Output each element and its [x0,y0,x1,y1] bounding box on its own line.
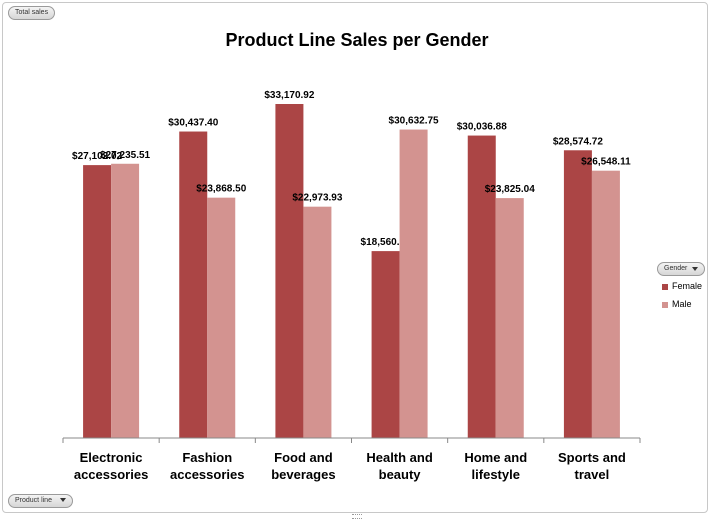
category-label-5: Sports and travel [544,449,640,483]
bar-female-4 [467,135,496,439]
category-label-line: accessories [170,467,245,482]
chevron-down-icon [59,498,66,503]
product-line-field-button[interactable]: Product line [8,494,73,508]
legend-swatch-female [662,283,668,290]
bar-male-5 [591,170,620,438]
gender-field-button[interactable]: Gender [657,262,705,276]
category-label-line: Fashion [182,450,233,465]
chart-title: Product Line Sales per Gender [225,30,489,50]
bar-female-2 [275,104,304,438]
data-label-female-3: $18,560.99 [361,237,411,248]
legend-swatch-male [662,301,668,308]
data-label-male-3: $30,632.75 [389,116,439,127]
bar-male-1 [207,197,236,438]
gender-label: Gender [664,265,688,272]
category-label-4: Home and lifestyle [448,449,544,483]
bar-female-1 [179,131,208,438]
total-sales-field-button[interactable]: Total sales [8,6,56,20]
category-label-line: Sports and [557,450,626,465]
bar-female-0 [83,165,112,438]
data-label-male-4: $23,825.04 [485,184,535,195]
legend-item-female: Female [662,281,702,291]
category-label-line: beverages [271,467,336,482]
category-label-line: Home and [464,450,528,465]
bar-male-4 [495,198,524,438]
bar-male-0 [111,163,140,438]
bar-male-3 [399,129,428,438]
data-label-female-0: $27,102.02 [72,151,122,162]
category-label-line: Food and [274,450,333,465]
chevron-down-icon [692,267,698,271]
category-label-line: Health and [366,450,433,465]
category-label-line: lifestyle [471,467,520,482]
total-sales-label: Total sales [15,9,49,16]
data-label-male-1: $23,868.50 [196,184,246,195]
data-label-female-4: $30,036.88 [457,122,507,133]
data-label-male-2: $22,973.93 [292,193,342,204]
bar-female-5 [563,150,592,438]
product-line-label: Product line [15,497,52,504]
category-label-0: Electronic accessories [63,449,159,483]
data-label-female-2: $33,170.92 [264,90,314,101]
category-label-line: travel [574,467,610,482]
data-label-male-0: $27,235.51 [100,150,150,161]
category-label-line: accessories [73,467,149,482]
legend-label-female: Female [672,281,703,291]
resize-handle[interactable] [352,514,362,519]
bar-female-3 [371,251,400,438]
legend-label-male: Male [672,299,692,309]
category-label-line: beauty [378,467,421,482]
data-label-female-1: $30,437.40 [168,118,218,129]
legend-item-male: Male [662,299,692,309]
data-label-female-5: $28,574.72 [553,136,603,147]
category-label-line: Electronic [79,450,143,465]
bar-male-2 [303,206,332,438]
category-label-1: Fashion accessories [159,449,255,483]
category-label-2: Food and beverages [255,449,351,483]
data-label-male-5: $26,548.11 [581,157,631,168]
category-label-3: Health and beauty [352,449,448,483]
